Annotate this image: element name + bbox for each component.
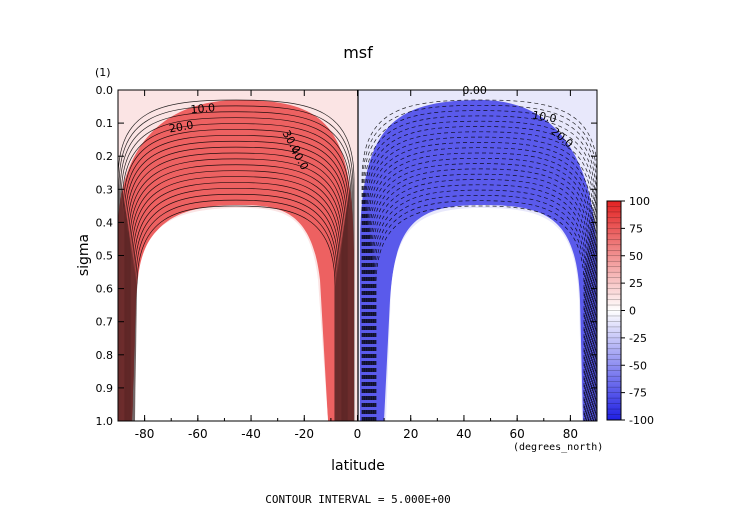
x-tick-label: -40 xyxy=(241,427,261,441)
y-tick-label: 0.1 xyxy=(96,117,114,130)
y-tick-label: 0.6 xyxy=(96,283,114,296)
x-tick-label: 20 xyxy=(403,427,418,441)
contour-label: 0.00 xyxy=(462,84,487,97)
positive-contour-line xyxy=(135,199,337,421)
colorbar-tick-label: -75 xyxy=(629,387,647,400)
positive-cell-interior xyxy=(135,208,328,421)
y-tick-label: 0.7 xyxy=(96,316,114,329)
colorbar-tick-label: 75 xyxy=(629,222,643,235)
positive-contour-line xyxy=(132,182,340,421)
x-tick-label: -60 xyxy=(188,427,208,441)
negative-contour-line xyxy=(372,184,588,421)
negative-contour-line xyxy=(374,195,586,421)
x-axis: -80 -60 -40 -20 0 20 40 60 80 xyxy=(117,90,598,441)
y-units-label: (1) xyxy=(95,66,111,79)
negative-contour-line xyxy=(367,147,593,421)
y-tick-label: 0.5 xyxy=(96,250,114,263)
colorbar-tick-label: 25 xyxy=(629,277,643,290)
contour-label: 10.0 xyxy=(190,101,216,116)
contour-interval-footer: CONTOUR INTERVAL = 5.000E+00 xyxy=(265,493,450,506)
colorbar-tick-label: 0 xyxy=(629,305,636,318)
positive-cell-fill xyxy=(118,100,354,421)
x-units-label: (degrees_north) xyxy=(513,442,603,453)
positive-contour-line xyxy=(127,152,345,421)
positive-contour-line xyxy=(131,176,341,421)
chart-title: msf xyxy=(343,43,373,62)
x-tick-label: -20 xyxy=(294,427,314,441)
negative-contour-line xyxy=(366,136,594,421)
negative-contour-line xyxy=(375,205,585,421)
negative-contour-line xyxy=(370,163,590,421)
colorbar-tick-label: 100 xyxy=(629,195,650,208)
negative-contour-line xyxy=(362,104,597,421)
positive-contour-line xyxy=(129,164,343,421)
contour-label: 20.0 xyxy=(168,118,194,135)
positive-contour-line xyxy=(123,134,349,421)
colorbar-tick-label: -50 xyxy=(629,359,647,372)
negative-contour-line xyxy=(370,168,590,421)
negative-contour-line xyxy=(367,142,593,421)
positive-contour-line xyxy=(122,129,350,421)
negative-contour-line xyxy=(372,179,588,421)
x-tick-label: 40 xyxy=(456,427,471,441)
negative-contour-line xyxy=(369,157,591,421)
positive-contour-line xyxy=(118,105,354,421)
negative-contour-line xyxy=(363,110,597,421)
negative-contour-line xyxy=(361,99,597,421)
y-tick-label: 0.9 xyxy=(96,382,114,395)
x-tick-label: 0 xyxy=(354,427,362,441)
positive-contour-line xyxy=(126,146,346,421)
x-axis-label: latitude xyxy=(331,458,385,474)
colorbar-ticks: 100 75 50 25 0 -25 -50 -75 -100 xyxy=(607,195,654,427)
y-axis: 0.0 0.1 0.2 0.3 0.4 0.5 0.6 0.7 0.8 0.9 1.0 xyxy=(96,84,597,428)
positive-contour-line xyxy=(136,205,336,421)
negative-cell-fill xyxy=(360,100,597,421)
contour-label: 10.0 xyxy=(531,109,557,126)
negative-contour-line xyxy=(368,152,592,421)
colorbar-tick-label: 50 xyxy=(629,250,643,263)
positive-contour-line xyxy=(134,193,338,421)
x-tick-label: 60 xyxy=(510,427,525,441)
positive-contour-line xyxy=(120,117,352,421)
positive-contour-line xyxy=(121,123,351,421)
positive-contour-line xyxy=(118,99,355,421)
colorbar-tick-label: -100 xyxy=(629,414,654,427)
positive-contour-line xyxy=(128,158,344,421)
negative-contour-line xyxy=(371,173,589,421)
negative-contour-line xyxy=(374,200,586,421)
negative-contour-line xyxy=(365,131,595,421)
positive-contour-line xyxy=(130,170,342,421)
positive-contour-line xyxy=(133,187,339,421)
y-tick-label: 0.8 xyxy=(96,349,114,362)
positive-contour-line xyxy=(125,140,347,421)
y-tick-label: 0.2 xyxy=(96,150,114,163)
y-tick-label: 0.4 xyxy=(96,216,114,229)
x-tick-label: 80 xyxy=(563,427,578,441)
x-tick-label: -80 xyxy=(135,427,155,441)
negative-contour-line xyxy=(365,126,595,421)
y-tick-label: 0.0 xyxy=(96,84,114,97)
y-axis-label: sigma xyxy=(76,234,92,276)
y-tick-label: 1.0 xyxy=(96,415,114,428)
plot-area xyxy=(118,90,597,421)
negative-contour-line xyxy=(363,115,597,421)
y-tick-label: 0.3 xyxy=(96,183,114,196)
positive-contour-line xyxy=(119,111,353,421)
negative-cell-interior xyxy=(386,208,582,421)
colorbar-tick-label: -25 xyxy=(629,332,647,345)
